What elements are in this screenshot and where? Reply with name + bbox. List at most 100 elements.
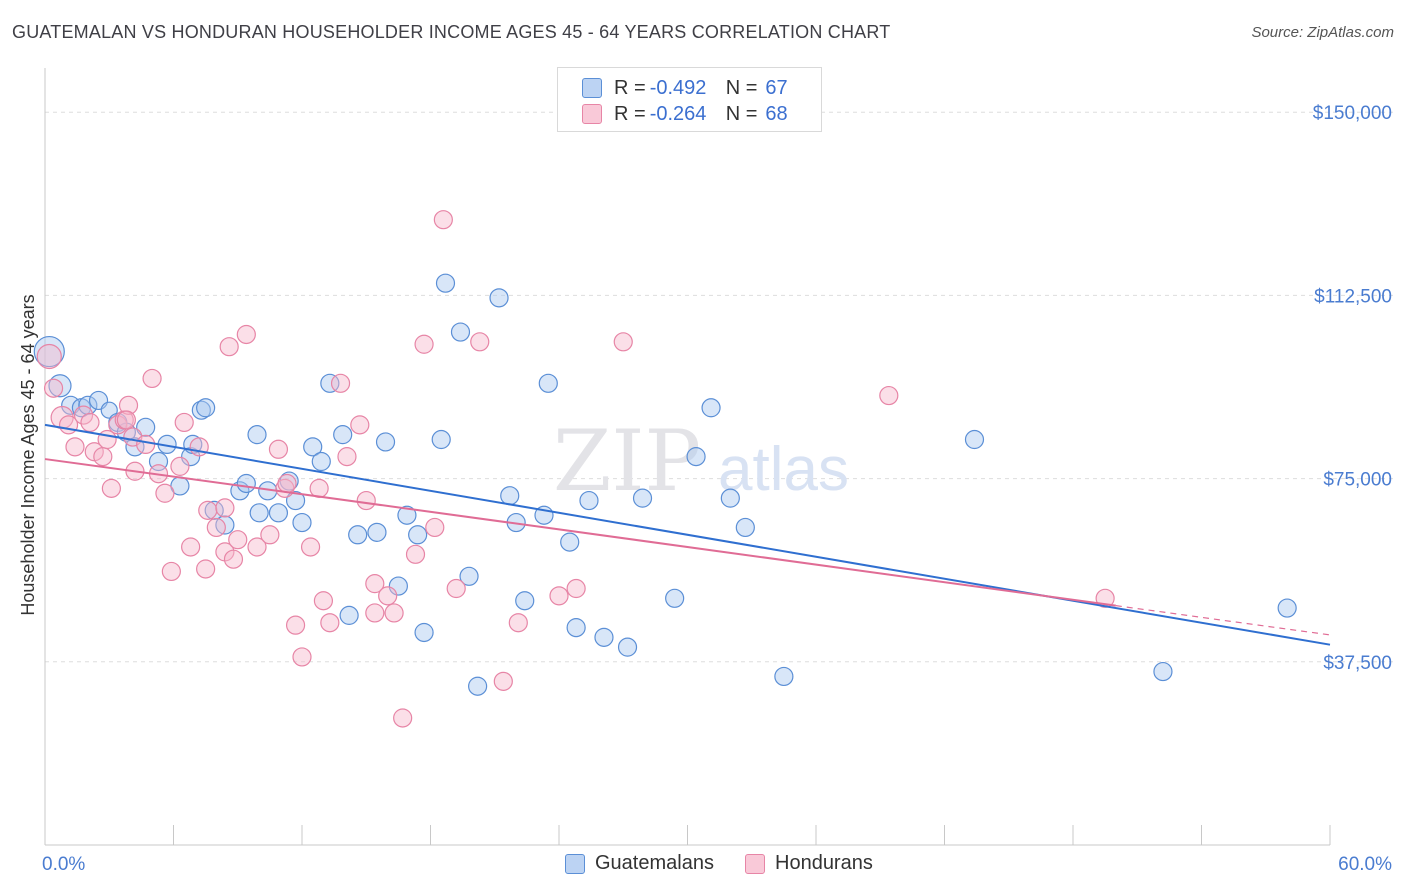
honduran-point-37 [285,615,306,635]
guatemalan-point-39 [431,429,451,450]
guatemalan-point-35 [388,576,408,596]
watermark: ZIP atlas [553,412,849,510]
r-label: R = [614,102,646,125]
n-label: N = [725,102,758,125]
n-value: 67 [765,76,788,99]
honduran-point-5 [73,405,94,425]
honduran-point-46 [356,490,376,511]
n-value: 68 [765,102,788,125]
honduran-point-56 [470,332,490,352]
source-credit: Source: ZipAtlas.com [1251,24,1394,41]
honduran-point-10 [101,478,121,498]
guatemalan-point-61 [774,666,794,687]
y-tick-label-2: $112,500 [1314,286,1392,307]
honduran-point-50 [393,708,413,728]
honduran-point-19 [155,483,175,503]
guatemalan-point-42 [459,566,479,586]
honduran-point-29 [219,337,239,357]
guatemalan-point-57 [686,447,706,467]
honduran-point-0 [36,343,62,370]
gridlines [45,111,1395,663]
trend-lines [44,423,1331,646]
guatemalan-point-53 [594,627,614,647]
honduran-point-49 [384,603,404,623]
honduran-point-51 [405,544,426,564]
x-tick-label-min: 0.0% [42,854,85,875]
honduran-point-34 [260,525,280,545]
guatemalan-point-25 [285,490,306,511]
x-tick-label-max: 60.0% [1338,854,1392,875]
legend-hondurans-label: Hondurans [775,852,873,874]
guatemalan-point-34 [375,432,396,452]
honduran-point-45 [350,415,370,435]
honduran-point-41 [313,591,334,611]
honduran-point-47 [365,574,385,594]
honduran-point-8 [93,447,113,467]
honduran-point-64 [365,603,385,623]
r-label: R = [614,76,646,99]
honduran-point-26 [198,500,218,520]
axes [44,68,1331,846]
honduran-point-62 [879,385,899,406]
honduran-point-20 [161,561,181,582]
guatemalan-point-38 [414,622,434,643]
guatemalan-point-20 [236,473,256,494]
guatemalan-point-23 [268,503,289,523]
honduran-point-22 [174,412,194,433]
guatemalan-point-52 [579,490,599,511]
honduran-point-25 [196,559,216,579]
hondurans-swatch [745,853,765,874]
honduran-point-30 [223,549,244,569]
legend-guatemalans-label: Guatemalans [595,852,714,874]
guatemalan-point-36 [397,505,417,525]
honduran-point-23 [181,537,201,557]
honduran-point-40 [309,478,329,498]
guatemalan-point-59 [720,488,740,508]
honduran-point-1 [43,378,64,398]
guatemalan-point-27 [303,437,323,457]
guatemalans-swatch [565,853,585,874]
watermark-zip: ZIP [553,412,701,510]
honduran-point-38 [292,647,312,667]
honduran-point-33 [247,537,267,557]
honduran-point-67 [277,473,297,494]
guatemalan-point-40 [435,273,456,293]
guatemalan-point-66 [249,503,269,523]
legend-guatemalans: Guatemalans [565,852,714,875]
honduran-point-39 [300,537,321,557]
honduran-point-59 [549,586,569,606]
guatemalan-point-1 [48,374,72,398]
hondurans-swatch [582,104,602,124]
chart-title: GUATEMALAN VS HONDURAN HOUSEHOLDER INCOM… [12,22,891,42]
guatemalan-point-62 [964,429,985,450]
honduran-trend-line [44,458,1116,607]
honduran-point-43 [330,373,351,393]
y-tick-labels: $37,500 $75,000 $112,500 $150,000 [1313,103,1392,674]
guatemalan-point-32 [348,525,368,545]
honduran-point-57 [493,671,513,691]
honduran-point-65 [215,498,235,518]
honduran-point-61 [613,332,633,352]
honduran-point-55 [446,578,466,599]
guatemalan-point-16 [196,398,216,418]
guatemalans-swatch [582,78,602,98]
guatemalan-point-28 [311,451,331,472]
y-tick-label-1: $75,000 [1323,470,1392,491]
watermark-atlas: atlas [718,435,849,504]
guatemalan-point-44 [489,288,509,308]
y-axis-label: Householder Income Ages 45 - 64 years [18,294,38,615]
guatemalan-point-55 [632,488,653,508]
honduran-point-16 [136,434,156,455]
guatemalan-point-10 [136,417,156,437]
guatemalan-point-26 [292,512,312,533]
guatemalan-point-41 [450,322,471,342]
legend-row-hondurans: R = -0.264 N = 68 [582,102,788,126]
honduran-point-66 [116,410,136,430]
guatemalan-point-63 [1153,661,1173,682]
honduran-point-32 [236,324,256,345]
honduran-point-6 [80,412,100,433]
guatemalan-point-64 [1277,598,1297,618]
honduran-point-42 [320,613,340,633]
guatemalan-point-58 [701,398,721,418]
